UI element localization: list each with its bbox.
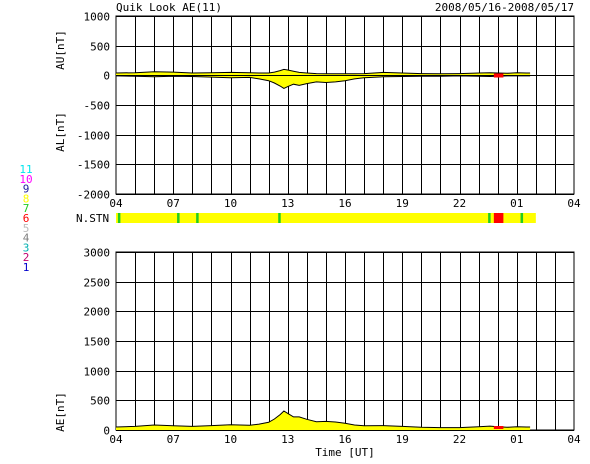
station-legend-entry: 2 — [23, 251, 30, 264]
time-axis-label: Time [UT] — [315, 446, 375, 459]
ae-xtick-label: 19 — [396, 433, 409, 446]
station-legend-entry: 10 — [19, 173, 32, 186]
ae-ytick-label: 2500 — [84, 277, 111, 290]
ae-xtick-label: 13 — [281, 433, 294, 446]
au-al-xtick-label: 04 — [109, 197, 123, 210]
ae-xtick-label: 22 — [453, 433, 466, 446]
ae-ytick-label: 1500 — [84, 336, 111, 349]
ae-ytick-label: 2000 — [84, 306, 111, 319]
au-al-ytick-label: -2000 — [77, 189, 110, 202]
nstn-marker — [196, 213, 199, 223]
ae-ytick-label: 500 — [90, 395, 110, 408]
plot-title: Quik Look AE(11) — [116, 1, 222, 14]
station-legend-entry: 11 — [19, 163, 32, 176]
au-al-xtick-label: 04 — [567, 197, 581, 210]
au-line — [115, 68, 531, 75]
au-al-ytick-label: -1500 — [77, 159, 110, 172]
au-al-xtick-label: 19 — [396, 197, 409, 210]
au-al-ytick-label: -500 — [84, 100, 111, 113]
ae-line — [115, 410, 531, 429]
station-count-strip — [116, 213, 536, 223]
ae-missing-mark — [493, 426, 504, 429]
station-legend-entry: 4 — [23, 232, 30, 245]
ae-xtick-label: 04 — [109, 433, 123, 446]
au-al-ytick-label: 1000 — [84, 11, 111, 24]
au-al-xtick-label: 10 — [224, 197, 237, 210]
nstn-marker — [177, 213, 180, 223]
nstn-marker — [520, 213, 524, 223]
al-line — [115, 75, 531, 89]
au-al-ytick-label: 500 — [90, 41, 110, 54]
au-al-ytick-label: 0 — [103, 70, 110, 83]
ae-ytick-label: 1000 — [84, 366, 111, 379]
station-legend-entry: 5 — [23, 222, 30, 235]
ae-xtick-label: 10 — [224, 433, 237, 446]
ae-ytick-label: 0 — [103, 425, 110, 438]
au-al-xtick-label: 16 — [338, 197, 351, 210]
au-al-ytick-label: -1000 — [77, 130, 110, 143]
station-legend-entry: 6 — [23, 212, 30, 225]
au-al-xtick-label: 01 — [510, 197, 523, 210]
station-legend-entry: 7 — [23, 202, 30, 215]
ae-axis-label: AE[nT] — [54, 392, 67, 432]
au-al-xtick-label: 22 — [453, 197, 466, 210]
station-legend-entry: 8 — [23, 192, 30, 205]
nstn-label: N.STN — [76, 212, 109, 225]
nstn-marker — [117, 213, 121, 223]
au-missing-mark — [493, 73, 504, 78]
nstn-missing — [493, 213, 504, 223]
ae-ytick-label: 3000 — [84, 247, 111, 260]
au-al-xtick-label: 07 — [167, 197, 180, 210]
al-axis-label: AL[nT] — [54, 112, 67, 152]
nstn-base-bar — [116, 213, 536, 223]
nstn-marker — [488, 213, 491, 223]
ae-xtick-label: 07 — [167, 433, 180, 446]
au-al-xtick-label: 13 — [281, 197, 294, 210]
au-axis-label: AU[nT] — [54, 30, 67, 70]
station-legend-entry: 1 — [23, 261, 30, 274]
ae-xtick-label: 04 — [567, 433, 581, 446]
station-legend-entry: 3 — [23, 241, 30, 254]
nstn-marker — [278, 213, 281, 223]
date-range: 2008/05/16-2008/05/17 — [435, 1, 574, 14]
ae-xtick-label: 16 — [338, 433, 351, 446]
ae-xtick-label: 01 — [510, 433, 523, 446]
station-legend-entry: 9 — [23, 183, 30, 196]
